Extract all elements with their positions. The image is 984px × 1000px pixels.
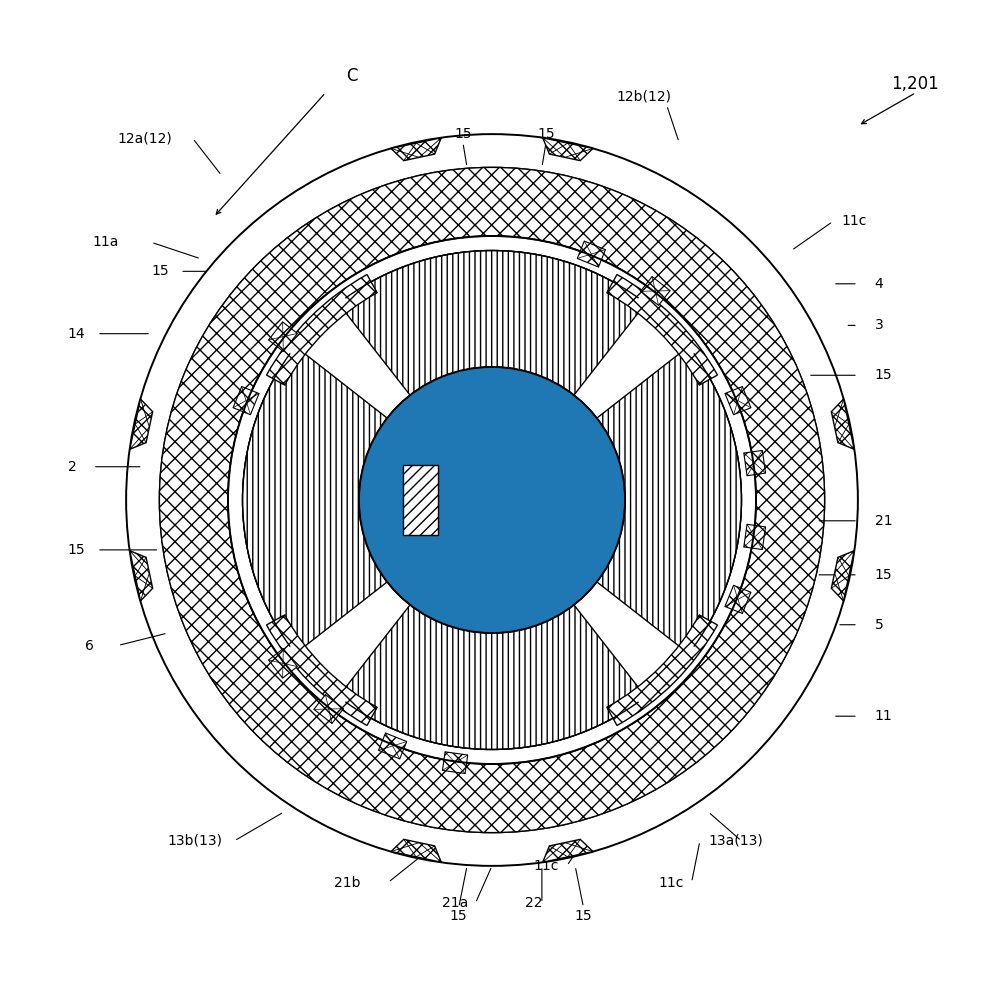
Text: 13b(13): 13b(13) xyxy=(167,834,222,848)
Text: 11b: 11b xyxy=(533,385,560,399)
Polygon shape xyxy=(379,733,406,759)
Polygon shape xyxy=(543,839,593,862)
Wedge shape xyxy=(159,167,825,833)
Polygon shape xyxy=(543,138,593,161)
Text: 11c: 11c xyxy=(658,876,684,890)
Wedge shape xyxy=(267,615,377,725)
Wedge shape xyxy=(338,251,646,421)
Polygon shape xyxy=(269,322,297,351)
Polygon shape xyxy=(314,695,343,723)
Text: 12a(12): 12a(12) xyxy=(118,131,172,145)
Polygon shape xyxy=(578,241,605,267)
Polygon shape xyxy=(641,277,670,305)
Text: 3: 3 xyxy=(875,318,884,332)
Text: 11c: 11c xyxy=(533,859,559,873)
Wedge shape xyxy=(607,615,717,725)
Text: 15: 15 xyxy=(875,568,892,582)
Polygon shape xyxy=(391,839,441,862)
Text: 2: 2 xyxy=(68,460,77,474)
Text: 13a(13): 13a(13) xyxy=(708,834,763,848)
Polygon shape xyxy=(831,399,854,449)
Text: 21: 21 xyxy=(875,514,892,528)
Circle shape xyxy=(159,167,825,833)
Text: 14: 14 xyxy=(68,327,86,341)
Polygon shape xyxy=(443,752,467,774)
Polygon shape xyxy=(831,551,854,601)
Wedge shape xyxy=(607,275,717,385)
Circle shape xyxy=(242,251,742,749)
Polygon shape xyxy=(130,399,153,449)
Circle shape xyxy=(359,367,625,633)
Text: 15: 15 xyxy=(537,127,555,141)
Text: 11c: 11c xyxy=(841,214,867,228)
Circle shape xyxy=(126,134,858,866)
Wedge shape xyxy=(571,346,742,654)
Text: 22: 22 xyxy=(525,896,543,910)
Text: 11: 11 xyxy=(875,709,892,723)
Text: 12b(12): 12b(12) xyxy=(617,90,672,104)
Polygon shape xyxy=(269,649,297,678)
Text: 4: 4 xyxy=(875,277,884,291)
Text: 15: 15 xyxy=(68,543,86,557)
Text: 6: 6 xyxy=(85,639,93,653)
Text: 15: 15 xyxy=(152,264,168,278)
Polygon shape xyxy=(402,465,438,535)
Text: 11b: 11b xyxy=(525,535,552,549)
Circle shape xyxy=(359,367,625,633)
Circle shape xyxy=(228,236,756,764)
Polygon shape xyxy=(233,387,259,415)
Wedge shape xyxy=(338,579,646,749)
Wedge shape xyxy=(242,346,413,654)
Polygon shape xyxy=(744,450,766,476)
Text: 15: 15 xyxy=(875,368,892,382)
Text: 1,201: 1,201 xyxy=(892,75,939,93)
Polygon shape xyxy=(725,387,751,415)
Text: 21a: 21a xyxy=(442,896,468,910)
Text: 15: 15 xyxy=(454,127,471,141)
Polygon shape xyxy=(391,138,441,161)
Circle shape xyxy=(118,126,866,874)
Text: 11a: 11a xyxy=(92,235,119,249)
Text: 5: 5 xyxy=(875,618,884,632)
Polygon shape xyxy=(744,524,766,550)
Text: 21b: 21b xyxy=(334,876,360,890)
Text: 15: 15 xyxy=(450,909,467,923)
Wedge shape xyxy=(267,275,377,385)
Text: 15: 15 xyxy=(575,909,592,923)
Text: C: C xyxy=(346,67,358,85)
Polygon shape xyxy=(725,585,751,613)
Polygon shape xyxy=(130,551,153,601)
